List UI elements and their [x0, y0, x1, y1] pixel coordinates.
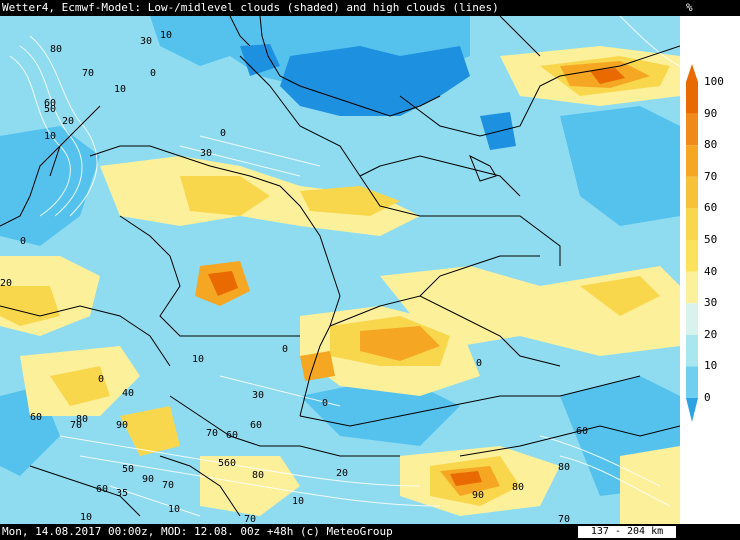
contour-label: 30	[140, 36, 152, 47]
contour-label: 10	[114, 84, 126, 95]
contour-label: 0	[282, 344, 288, 355]
contour-label: 80	[252, 470, 264, 481]
contour-label: 70	[244, 514, 256, 524]
legend-bar	[686, 64, 698, 422]
contour-label: 10	[44, 131, 56, 142]
contour-label: 70	[70, 420, 82, 431]
legend-value-label: 10	[704, 359, 718, 373]
contour-label: 30	[200, 148, 212, 159]
contour-label: 0	[150, 68, 156, 79]
map-title: Wetter4, Ecmwf-Model: Low-/midlevel clou…	[2, 1, 499, 14]
legend-value-label: 100	[704, 75, 724, 88]
legend-value-label: 50	[704, 233, 718, 246]
contour-label: 10	[292, 496, 304, 507]
contour-label: 20	[336, 468, 348, 479]
legend-value-label: 0	[704, 391, 711, 404]
legend-value-label: 80	[704, 138, 718, 152]
contour-label: 10	[160, 30, 172, 41]
contour-label: 50	[44, 104, 56, 115]
legend-color-box	[686, 334, 698, 367]
legend-color-box	[686, 113, 698, 146]
legend-color-box	[686, 240, 698, 272]
contour-label: 70	[162, 480, 174, 491]
contour-label: 90	[116, 420, 128, 431]
contour-label: 0	[220, 128, 226, 139]
cloud-map[interactable]: 30 10 80 70 0 10 50 20 60 10 0 30 0 20 10 0 0 40 0 30 0 60 80 7…	[0, 16, 680, 524]
legend-bottom-arrow	[686, 398, 698, 422]
contour-label: 20	[0, 278, 12, 289]
contour-label: 70	[558, 514, 570, 524]
contour-label: 60	[576, 426, 588, 437]
coastlines	[0, 16, 541, 517]
country-borders	[0, 45, 680, 457]
contour-label: 40	[122, 388, 134, 399]
contour-label: 30	[252, 390, 264, 401]
legend-color-box	[686, 208, 698, 240]
contour-label: 10	[80, 512, 92, 523]
footer-bar: Mon, 14.08.2017 00:00z, MOD: 12.08. 00z …	[0, 524, 740, 540]
legend-value-label: 40	[704, 264, 718, 278]
contour-label: 560	[218, 458, 236, 469]
contour-label: 0	[98, 374, 104, 385]
scale-indicator: 137 - 204 km	[578, 526, 676, 538]
legend-value-label: 20	[704, 327, 718, 341]
contour-label: 20	[62, 116, 74, 127]
clear-sky-shading	[240, 44, 516, 150]
legend-color-box	[686, 366, 698, 398]
legend-value-label: 90	[704, 106, 718, 120]
contour-label: 35	[116, 488, 128, 499]
legend-value-label: 70	[704, 169, 718, 183]
contour-label: 60	[30, 412, 42, 423]
legend-panel: 100 90 80 70 60 50 40 30 20 10 0	[680, 16, 740, 524]
header-bar: Wetter4, Ecmwf-Model: Low-/midlevel clou…	[0, 0, 740, 16]
legend-color-box	[686, 145, 698, 177]
contour-label: 0	[20, 236, 26, 247]
contour-label: 70	[82, 68, 94, 79]
legend-value-label: 60	[704, 201, 718, 215]
contour-label: 10	[168, 504, 180, 515]
contour-label: 80	[76, 414, 88, 425]
contour-label: 50	[122, 464, 134, 475]
model-run-info: Mon, 14.08.2017 00:00z, MOD: 12.08. 00z …	[2, 525, 393, 538]
contour-label: 60	[250, 420, 262, 431]
contour-label: 60	[44, 98, 56, 109]
contour-label: 90	[472, 490, 484, 501]
contour-label: 0	[476, 358, 482, 369]
legend-color-box	[686, 82, 698, 114]
contour-label: 60	[226, 430, 238, 441]
contour-label: 80	[50, 44, 62, 55]
contour-label: 10	[192, 354, 204, 365]
legend-value-label: 30	[704, 296, 718, 310]
legend-color-box	[686, 271, 698, 304]
contour-label: 0	[322, 398, 328, 409]
contour-label: 70	[206, 428, 218, 439]
contour-label: 80	[558, 462, 570, 473]
legend-top-arrow	[686, 64, 698, 82]
contour-label: 80	[512, 482, 524, 493]
contour-label: 90	[142, 474, 154, 485]
mid-cloud-very-dense	[208, 68, 625, 486]
contour-label: 60	[96, 484, 108, 495]
legend-unit: %	[686, 1, 693, 14]
legend-color-box	[686, 176, 698, 209]
legend-color-box	[686, 303, 698, 335]
